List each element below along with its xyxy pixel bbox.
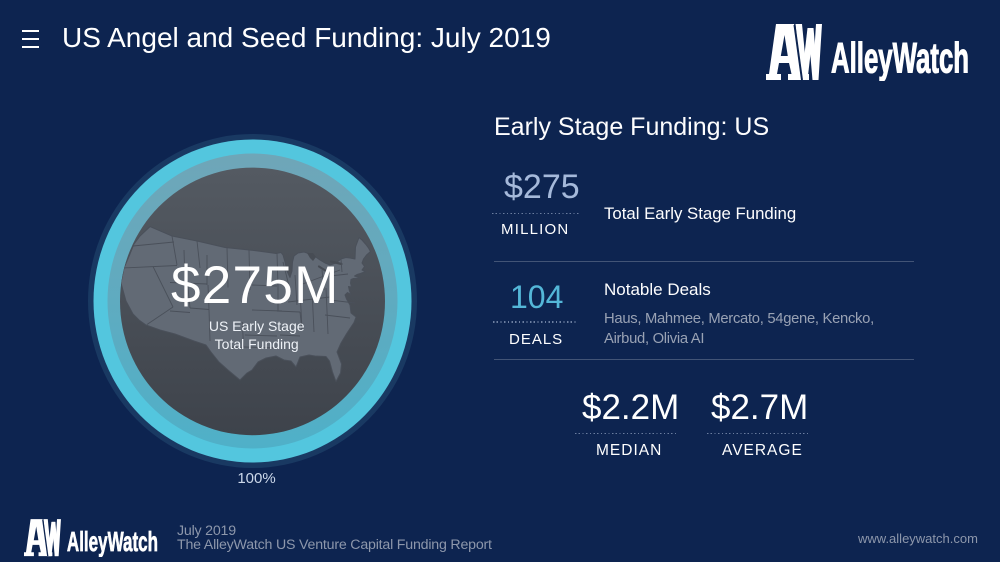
svg-text:AlleyWatch: AlleyWatch xyxy=(67,526,158,557)
svg-text:AlleyWatch: AlleyWatch xyxy=(831,35,969,81)
